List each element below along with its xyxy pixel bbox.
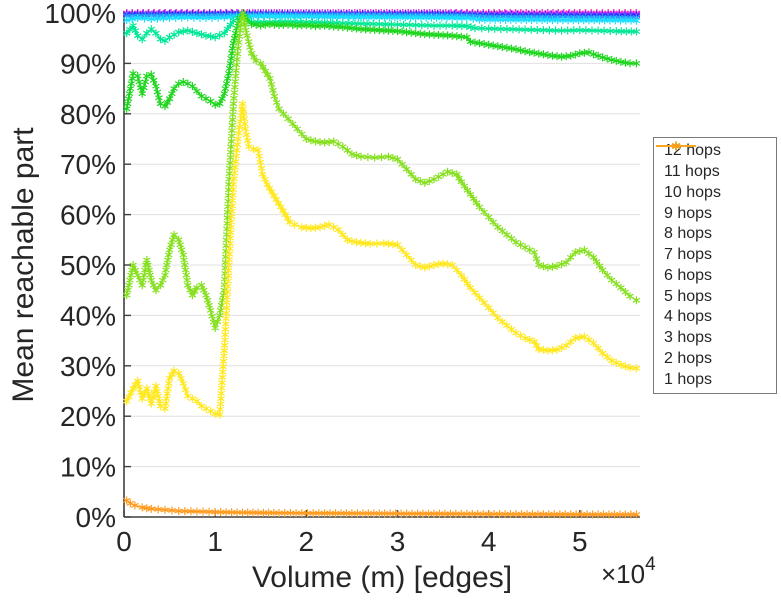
legend: 12 hops 11 hops 10 hops 9 hops 8 hops 7 hops 6…	[653, 137, 777, 394]
legend-label: 6 hops	[664, 266, 713, 284]
x-axis-label: Volume (m) [edges]	[252, 561, 512, 594]
legend-item-9-hops: 9 hops	[654, 141, 776, 224]
legend-item-1-hops: 1 hops	[654, 141, 776, 390]
legend-label: 8 hops	[664, 225, 713, 243]
y-tick-label: 80%	[60, 99, 116, 130]
series-line	[126, 12, 637, 331]
x-tick-label: 0	[116, 526, 132, 557]
tick-labels: 0% 10% 20% 30% 40% 50% 60% 70% 80% 90% 100% 0 1 2 3 4 5	[44, 0, 587, 557]
series-line	[126, 103, 637, 416]
y-tick-label: 70%	[60, 149, 116, 180]
series-2-hops	[122, 99, 641, 419]
x-axis-exponent: ×104	[601, 554, 656, 589]
legend-item-7-hops: 7 hops	[654, 141, 776, 265]
y-tick-label: 90%	[60, 48, 116, 79]
legend-label: 5 hops	[664, 287, 713, 305]
x-tick-label: 2	[299, 526, 315, 557]
x-tick-label: 5	[572, 526, 588, 557]
legend-label: 4 hops	[664, 308, 713, 326]
gridlines	[124, 12, 640, 468]
series-1-hops	[122, 496, 641, 519]
legend-item-10-hops: 10 hops	[654, 141, 776, 203]
legend-item-3-hops: 3 hops	[654, 141, 776, 348]
series-6-hops	[122, 12, 641, 25]
x-tick-label: 3	[390, 526, 406, 557]
legend-item-11-hops: 11 hops	[654, 141, 776, 182]
legend-label: 9 hops	[664, 204, 713, 222]
y-axis-label: Mean reachable part	[7, 127, 40, 403]
y-tick-label: 20%	[60, 401, 116, 432]
legend-label: 10 hops	[664, 183, 721, 201]
legend-label: 11 hops	[664, 163, 720, 181]
legend-label: 3 hops	[664, 329, 713, 347]
legend-item-2-hops: 2 hops	[654, 141, 776, 369]
legend-item-4-hops: 4 hops	[654, 141, 776, 327]
legend-item-6-hops: 6 hops	[654, 141, 776, 286]
y-tick-label: 0%	[76, 502, 116, 533]
y-tick-label: 60%	[60, 200, 116, 231]
legend-line-marker-icon	[656, 141, 696, 151]
series-markers	[122, 12, 641, 25]
legend-item-5-hops: 5 hops	[654, 141, 776, 307]
series-markers	[122, 99, 641, 419]
series-4-hops	[122, 9, 641, 113]
legend-label: 7 hops	[664, 246, 713, 264]
y-tick-label: 100%	[44, 0, 116, 29]
y-tick-label: 30%	[60, 351, 116, 382]
y-tick-label: 40%	[60, 300, 116, 331]
data-series	[122, 9, 641, 519]
legend-label: 2 hops	[664, 349, 713, 367]
y-tick-label: 50%	[60, 250, 116, 281]
legend-label: 1 hops	[664, 370, 713, 388]
x-tick-label: 4	[481, 526, 497, 557]
series-markers	[122, 9, 641, 332]
x-tick-label: 1	[207, 526, 223, 557]
legend-item-8-hops: 8 hops	[654, 141, 776, 244]
series-line	[126, 11, 637, 109]
y-tick-label: 10%	[60, 452, 116, 483]
series-markers	[122, 496, 641, 519]
series-3-hops	[122, 9, 641, 332]
series-markers	[122, 9, 641, 113]
